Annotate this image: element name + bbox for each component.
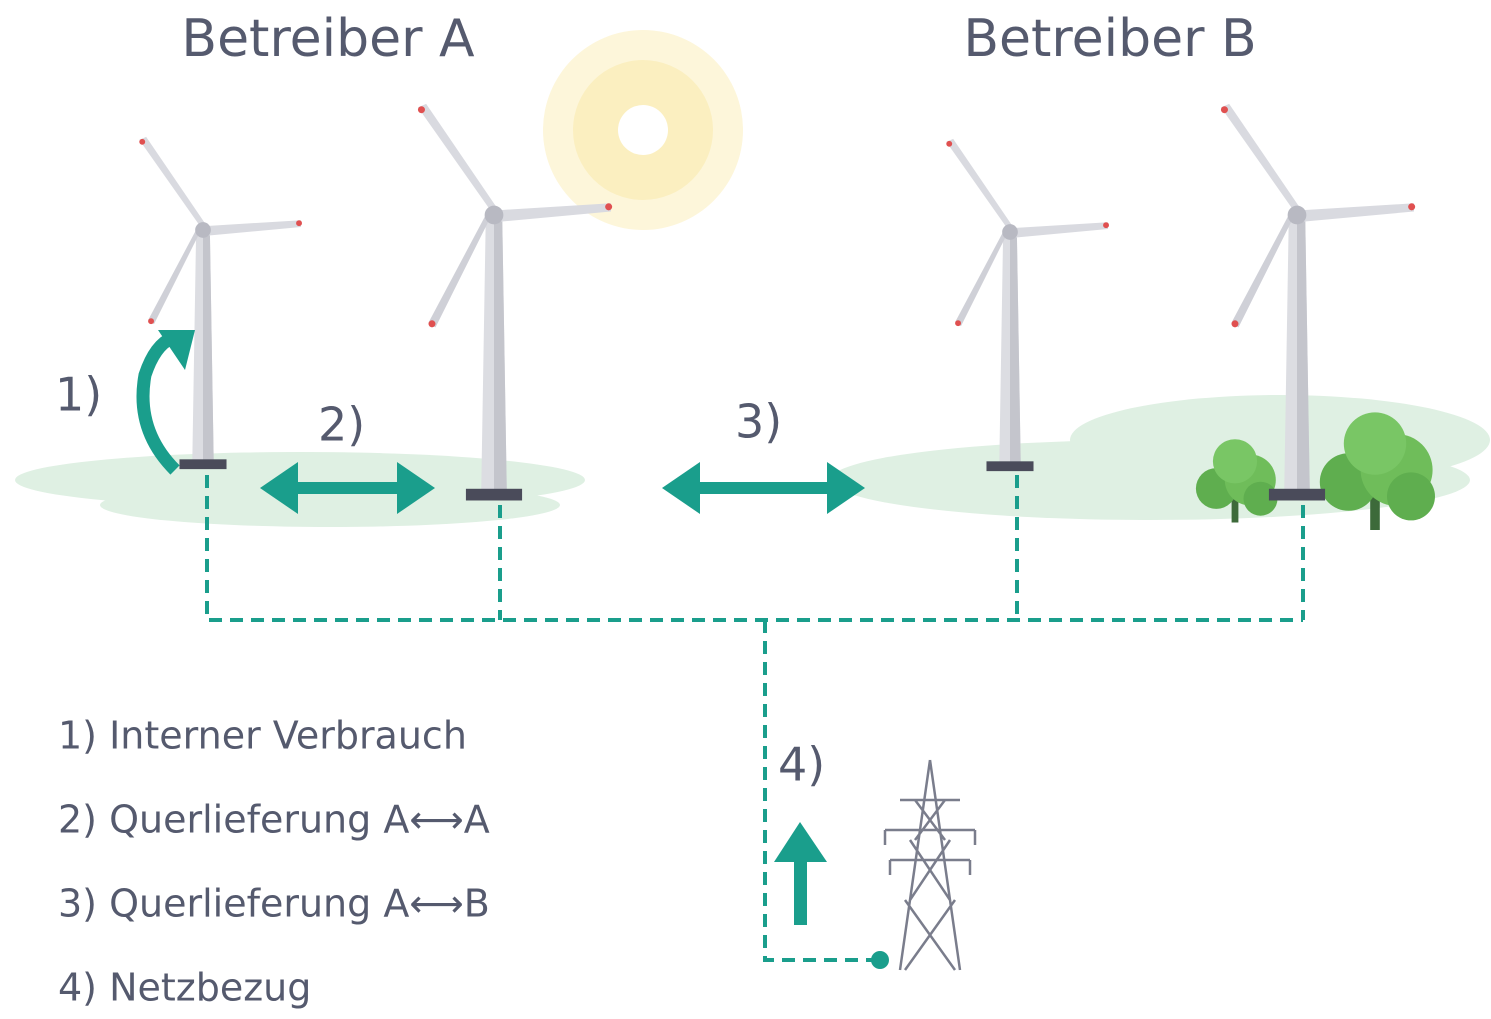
marker: 2) [318,398,365,452]
marker: 3) [735,395,782,449]
legend-item: 1) Interner Verbrauch [58,714,467,758]
operator-title: Betreiber A [181,9,475,69]
operator-title: Betreiber B [963,9,1256,69]
legend-item: 2) Querlieferung A⟷A [58,798,490,842]
marker: 1) [55,368,102,422]
diagram: Betreiber A Betreiber B 1) 2) 3) 4) 1) I… [0,0,1491,1019]
legend-item: 4) Netzbezug [58,966,311,1010]
marker: 4) [778,738,825,792]
legend-item: 3) Querlieferung A⟷B [58,882,490,926]
pylon [885,760,975,970]
sun [543,30,743,230]
